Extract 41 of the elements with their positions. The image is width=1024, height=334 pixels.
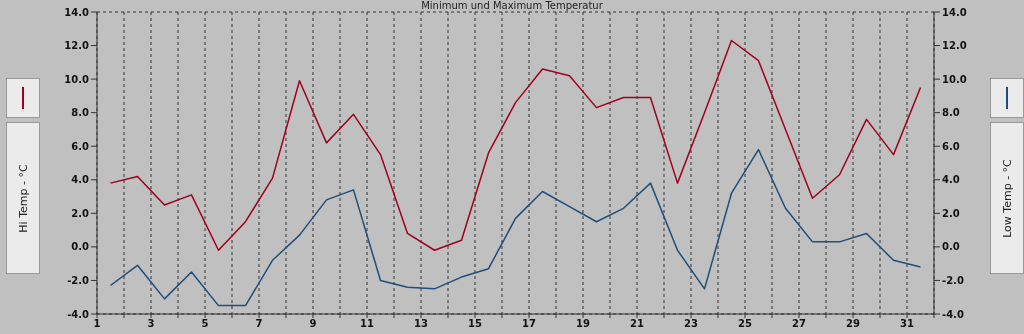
x-tick-label: 11	[360, 318, 374, 330]
y-tick-label: 12.0	[64, 40, 90, 52]
x-tick-label: 25	[738, 318, 752, 330]
y2-axis-title: Low Temp - °C	[1000, 158, 1014, 238]
y2-tick-label: 0.0	[942, 241, 960, 253]
x-tick-label: 31	[900, 318, 914, 330]
line-series	[109, 39, 922, 251]
x-tick-label: 19	[576, 318, 590, 330]
y-tick-label: 14.0	[64, 6, 90, 18]
x-tick-label: 17	[522, 318, 536, 330]
chart-title: Minimum und Maximum Temperatur	[421, 0, 603, 11]
y2-tick-label: 2.0	[942, 207, 960, 219]
x-tick-label: 5	[201, 318, 209, 330]
x-tick-label: 3	[147, 318, 155, 330]
x-tick-label: 1	[93, 318, 101, 330]
y-tick-label: 8.0	[71, 107, 90, 119]
y2-tick-label: 6.0	[942, 140, 960, 152]
y2-tick-label: 14.0	[942, 6, 967, 18]
y2-tick-label: 8.0	[942, 107, 960, 119]
y-tick-label: 4.0	[71, 174, 90, 186]
x-tick-label: 15	[468, 318, 482, 330]
y2-tick-label: 10.0	[942, 73, 967, 85]
x-tick-label: 29	[846, 318, 860, 330]
y-axis-title: Hi Temp - °C	[16, 163, 30, 233]
line-series	[109, 148, 922, 307]
y-tick-label: 6.0	[71, 140, 90, 152]
y-tick-label: -4.0	[67, 308, 90, 320]
x-tick-label: 21	[630, 318, 644, 330]
x-tick-label: 23	[684, 318, 698, 330]
x-tick-label: 13	[414, 318, 428, 330]
x-tick-label: 7	[255, 318, 263, 330]
y-tick-label: 10.0	[64, 73, 90, 85]
y-tick-label: 2.0	[71, 207, 90, 219]
y2-tick-label: 12.0	[942, 40, 967, 52]
x-tick-label: 27	[792, 318, 806, 330]
y2-tick-label: -4.0	[942, 308, 964, 320]
y2-tick-label: 4.0	[942, 174, 960, 186]
x-tick-label: 9	[309, 318, 317, 330]
y-tick-label: 0.0	[71, 241, 90, 253]
y-tick-label: -2.0	[67, 274, 90, 286]
y2-tick-label: -2.0	[942, 274, 964, 286]
